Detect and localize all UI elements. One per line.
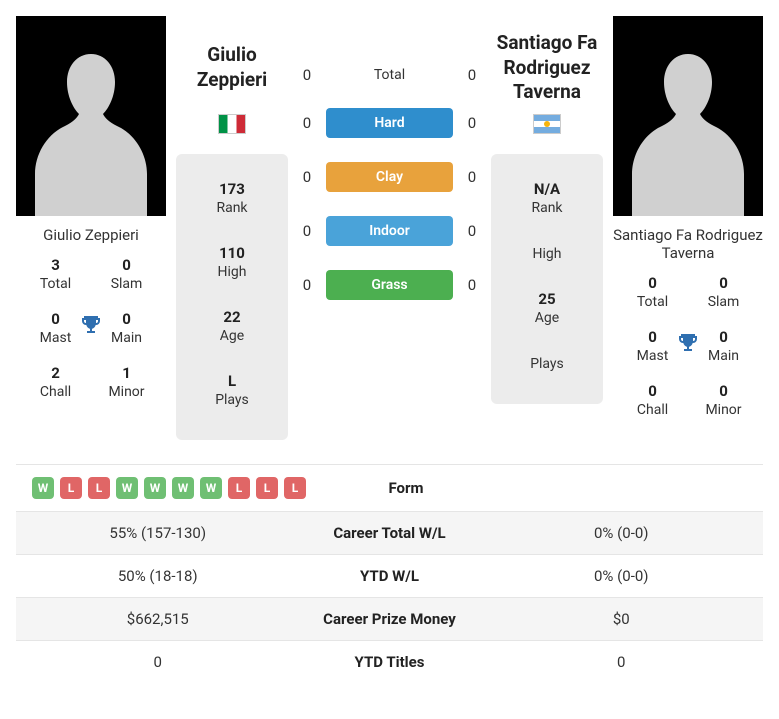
player2-name-caption: Santiago Fa Rodriguez Taverna <box>613 226 763 262</box>
stat-chall: 0Chall <box>619 382 686 418</box>
info-plays: Plays <box>491 340 603 386</box>
player2-name-header: Santiago Fa Rodriguez Taverna <box>491 30 603 106</box>
info-rank: N/ARank <box>491 166 603 230</box>
info-high: 110High <box>176 230 288 294</box>
form-cell: W <box>172 477 194 499</box>
player2-info-column: Santiago Fa Rodriguez Taverna N/ARank Hi… <box>491 16 603 404</box>
form-cell: W <box>116 477 138 499</box>
form-cell: L <box>256 477 278 499</box>
comparison-label: YTD W/L <box>290 567 490 585</box>
player1-photo <box>16 16 166 216</box>
h2h-row: 0 Grass 0 <box>298 270 481 300</box>
stat-slam: 0Slam <box>93 256 160 292</box>
comparison-label: Career Prize Money <box>290 610 490 628</box>
h2h-row: 0 Total 0 <box>298 66 481 84</box>
stat-minor: 1Minor <box>93 364 160 400</box>
surface-badge: Indoor <box>326 216 453 246</box>
player1-stats-grid: 3Total 0Slam 0Mast 0Main 2Chall 1Minor <box>16 256 166 400</box>
comparison-label: Form <box>306 479 506 497</box>
comparison-left: 0 <box>26 653 290 671</box>
comparison-top: Giulio Zeppieri 3Total 0Slam 0Mast 0Main… <box>16 16 763 440</box>
h2h-right-value: 0 <box>463 168 481 186</box>
player1-info-column: Giulio Zeppieri 173Rank 110High 22Age LP… <box>176 16 288 440</box>
player2-info-card: N/ARank High 25Age Plays <box>491 154 603 404</box>
comparison-right: 0% (0-0) <box>490 524 754 542</box>
player2-column: Santiago Fa Rodriguez Taverna 0Total 0Sl… <box>613 16 763 418</box>
h2h-row: 0 Hard 0 <box>298 108 481 138</box>
player1-name-header: Giulio Zeppieri <box>176 30 288 106</box>
surface-badge: Hard <box>326 108 453 138</box>
player1-name-caption: Giulio Zeppieri <box>16 226 166 244</box>
h2h-column: 0 Total 0 0 Hard 0 0 Clay 0 0 Indoor 0 0 Grass 0 <box>298 16 481 300</box>
h2h-row: 0 Indoor 0 <box>298 216 481 246</box>
form-cell: L <box>228 477 250 499</box>
h2h-right-value: 0 <box>463 114 481 132</box>
form-cell: W <box>200 477 222 499</box>
trophy-icon <box>676 331 700 355</box>
info-age: 25Age <box>491 276 603 340</box>
comparison-left: WLLWWWWLLL <box>26 477 306 499</box>
player2-photo <box>613 16 763 216</box>
info-rank: 173Rank <box>176 166 288 230</box>
comparison-left: $662,515 <box>26 610 290 628</box>
stat-main: 0Main <box>690 328 757 364</box>
h2h-left-value: 0 <box>298 66 316 84</box>
player-silhouette-icon <box>628 36 748 216</box>
comparison-right: $0 <box>490 610 754 628</box>
form-cell: L <box>284 477 306 499</box>
surface-badge: Total <box>326 67 453 83</box>
h2h-right-value: 0 <box>463 222 481 240</box>
h2h-right-value: 0 <box>463 276 481 294</box>
h2h-left-value: 0 <box>298 114 316 132</box>
flag-argentina-icon <box>533 114 561 134</box>
comparison-row: WLLWWWWLLLForm <box>16 464 763 511</box>
info-plays: LPlays <box>176 358 288 422</box>
comparison-row: 55% (157-130)Career Total W/L0% (0-0) <box>16 511 763 554</box>
h2h-row: 0 Clay 0 <box>298 162 481 192</box>
comparison-row: $662,515Career Prize Money$0 <box>16 597 763 640</box>
info-age: 22Age <box>176 294 288 358</box>
player-silhouette-icon <box>31 36 151 216</box>
flag-italy-icon <box>218 114 246 134</box>
form-cell: W <box>32 477 54 499</box>
comparison-right: 0% (0-0) <box>490 567 754 585</box>
form-cells: WLLWWWWLLL <box>26 477 306 499</box>
h2h-right-value: 0 <box>463 66 481 84</box>
h2h-left-value: 0 <box>298 222 316 240</box>
stat-chall: 2Chall <box>22 364 89 400</box>
player1-info-card: 173Rank 110High 22Age LPlays <box>176 154 288 440</box>
form-cell: W <box>144 477 166 499</box>
stat-total: 0Total <box>619 274 686 310</box>
stat-slam: 0Slam <box>690 274 757 310</box>
h2h-left-value: 0 <box>298 168 316 186</box>
trophy-icon <box>79 313 103 337</box>
comparison-label: YTD Titles <box>290 653 490 671</box>
form-cell: L <box>60 477 82 499</box>
stat-minor: 0Minor <box>690 382 757 418</box>
comparison-row: 0YTD Titles0 <box>16 640 763 683</box>
comparison-right: 0 <box>490 653 754 671</box>
stat-main: 0Main <box>93 310 160 346</box>
surface-badge: Grass <box>326 270 453 300</box>
comparison-left: 55% (157-130) <box>26 524 290 542</box>
comparison-table: WLLWWWWLLLForm55% (157-130)Career Total … <box>16 464 763 683</box>
comparison-left: 50% (18-18) <box>26 567 290 585</box>
h2h-left-value: 0 <box>298 276 316 294</box>
comparison-label: Career Total W/L <box>290 524 490 542</box>
surface-badge: Clay <box>326 162 453 192</box>
player2-stats-grid: 0Total 0Slam 0Mast 0Main 0Chall 0Minor <box>613 274 763 418</box>
form-cell: L <box>88 477 110 499</box>
player1-column: Giulio Zeppieri 3Total 0Slam 0Mast 0Main… <box>16 16 166 400</box>
info-high: High <box>491 230 603 276</box>
comparison-row: 50% (18-18)YTD W/L0% (0-0) <box>16 554 763 597</box>
stat-total: 3Total <box>22 256 89 292</box>
